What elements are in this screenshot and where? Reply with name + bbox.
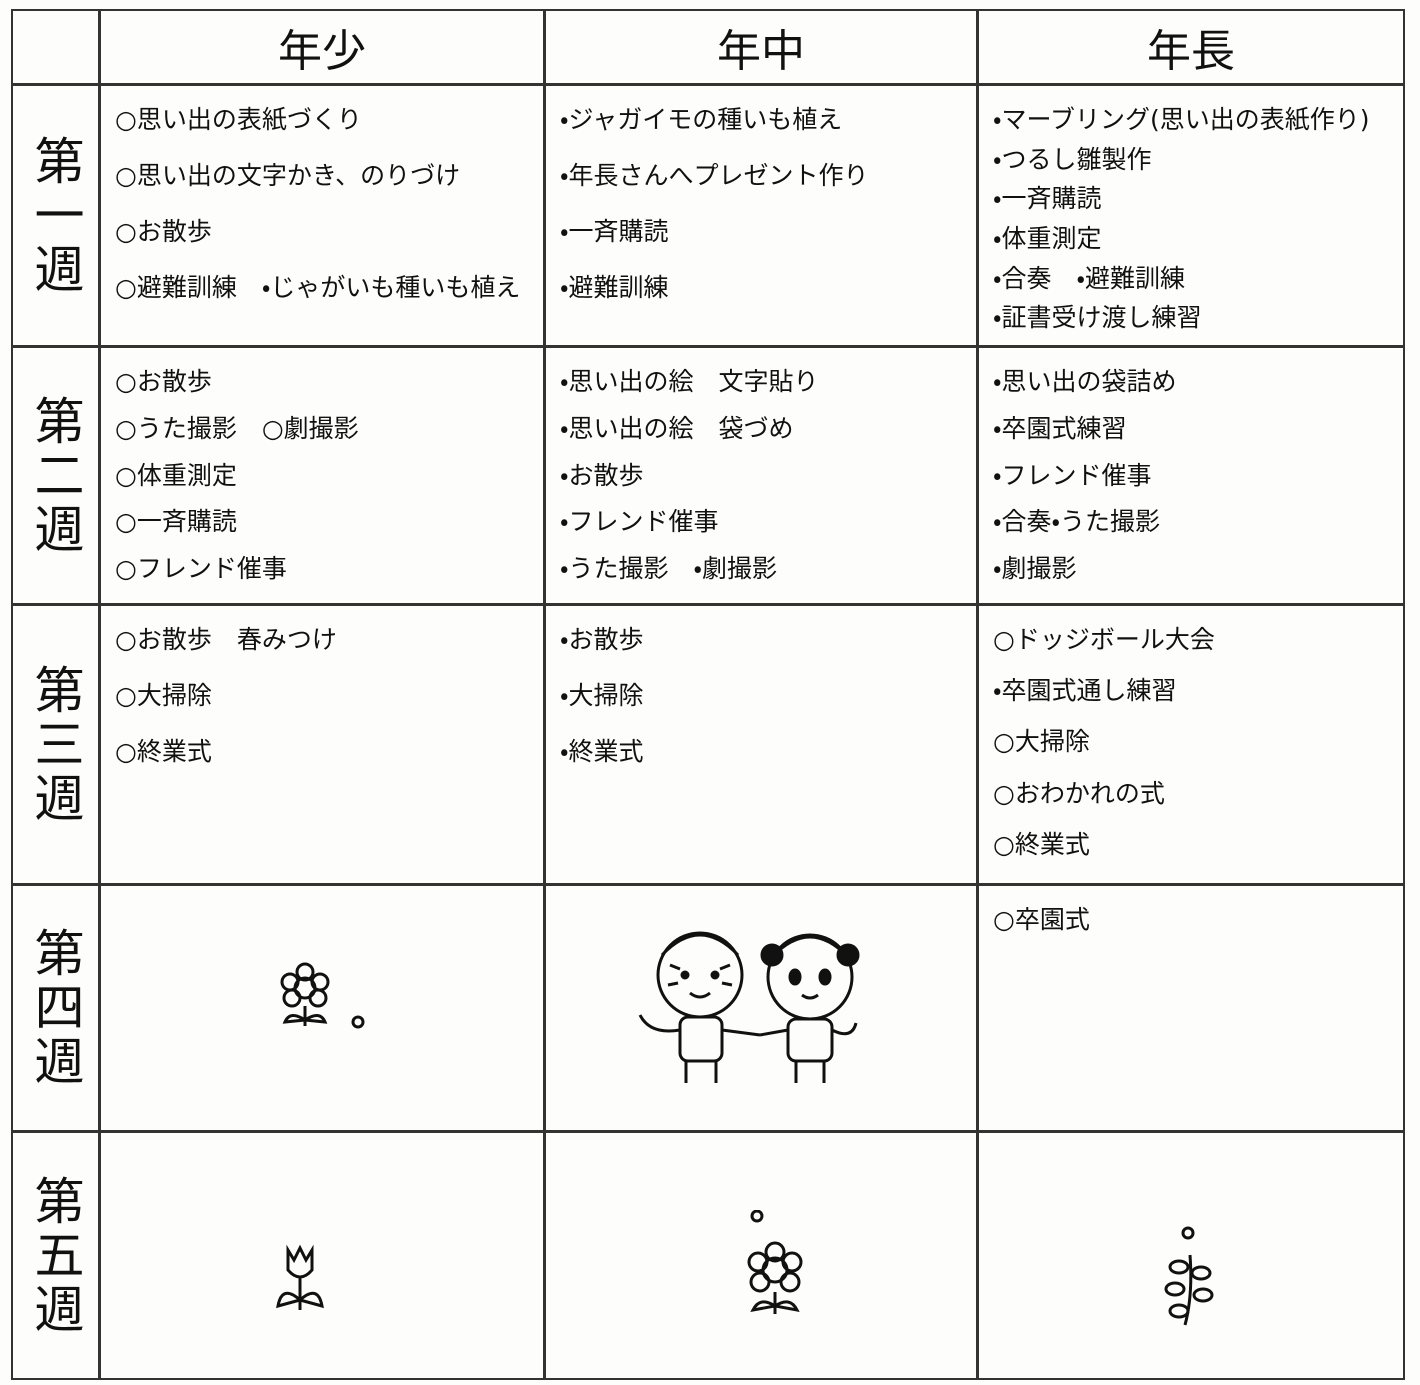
- column-header-text: 年中: [717, 26, 805, 77]
- activity-item: ・証書受け渡し練習: [993, 303, 1202, 333]
- activity-item: ・卒園式通し練習: [993, 676, 1177, 706]
- activity-item: ・合奏・うた撮影: [993, 507, 1161, 537]
- activity-item: ・終業式: [560, 737, 644, 766]
- activity-item: ○うた撮影 ○劇撮影: [115, 413, 359, 443]
- activity-item: ・卒園式練習: [993, 413, 1127, 443]
- activity-item: ○フレンド催事: [115, 554, 287, 584]
- column-header-text: 年少: [278, 26, 366, 77]
- activity-item: ○大掃除: [115, 681, 212, 710]
- activity-item: ・お散歩: [560, 625, 644, 654]
- column-header: 年長: [977, 9, 1405, 85]
- activity-item: ○卒園式: [993, 905, 1090, 934]
- schedule-cell: ・思い出の袋詰め ・卒園式練習 ・フレンド催事 ・合奏・うた撮影 ・劇撮影: [977, 346, 1405, 605]
- row-label: 第二週: [11, 346, 100, 605]
- activity-item: ・フレンド催事: [560, 507, 719, 537]
- column-header: 年少: [99, 9, 545, 85]
- activity-item: ○ドッジボール大会: [993, 625, 1215, 654]
- schedule-cell: ○ドッジボール大会 ・卒園式通し練習 ○大掃除 ○おわかれの式 ○終業式: [977, 604, 1405, 885]
- row-label-text: 第二週: [26, 394, 85, 557]
- corner-cell: [11, 9, 100, 85]
- schedule-cell: ・ジャガイモの種いも植え ・年長さんへプレゼント作り ・一斉購読・避難訓練: [544, 84, 978, 347]
- schedule-cell: [977, 1131, 1405, 1380]
- activity-item: ○一斉購読: [115, 507, 237, 537]
- row-label-text: 第三週: [26, 663, 85, 826]
- activity-item: ○おわかれの式: [993, 778, 1165, 808]
- activity-item: ○お散歩: [115, 367, 212, 396]
- row-label-text: 第五週: [26, 1174, 85, 1337]
- activity-item: ・避難訓練: [560, 273, 669, 302]
- schedule-cell: ○思い出の表紙づくり ○思い出の文字かき、のりづけ ○お散歩 ○避難訓練 ・じゃがいも…: [99, 84, 545, 347]
- schedule-cell: ○お散歩 春みつけ ○大掃除 ○終業式: [99, 604, 545, 885]
- activity-item: ○避難訓練 ・じゃがいも種いも植え: [115, 273, 521, 302]
- activity-item: ・思い出の袋詰め: [993, 367, 1177, 396]
- activity-item: ・うた撮影 ・劇撮影: [560, 554, 778, 584]
- schedule-cell: ・お散歩・大掃除・終業式: [544, 604, 978, 885]
- row-label: 第五週: [11, 1131, 100, 1380]
- tulip-icon: [276, 1244, 324, 1310]
- activity-item: ○お散歩: [115, 217, 212, 246]
- row-label-text: 第四週: [26, 927, 85, 1089]
- activity-item: ・思い出の絵 文字貼り: [560, 367, 819, 396]
- column-header-text: 年長: [1147, 26, 1235, 77]
- activity-item: ○お散歩 春みつけ: [115, 625, 337, 654]
- flower-icon: [280, 962, 365, 1029]
- activity-item: ○思い出の文字かき、のりづけ: [115, 161, 461, 190]
- activity-item: ○終業式: [993, 829, 1090, 859]
- row-label: 第一週: [11, 84, 100, 347]
- activity-item: ○大掃除: [993, 727, 1090, 757]
- activity-item: ○体重測定: [115, 460, 237, 490]
- activity-item: ・年長さんへプレゼント作り: [560, 161, 869, 190]
- activity-item: ・思い出の絵 袋づめ: [560, 413, 794, 443]
- activity-item: ・一斉購読: [560, 217, 669, 246]
- schedule-cell: ・マーブリング(思い出の表紙作り) ・つるし雛製作 ・一斉購読・体重測定・合奏 ・避…: [977, 84, 1405, 347]
- activity-item: ・マーブリング(思い出の表紙作り): [993, 105, 1370, 134]
- tiger-and-panda-illustration: [638, 931, 860, 1083]
- row-label: 第三週: [11, 604, 100, 885]
- sprout-icon: [1164, 1226, 1214, 1326]
- activity-item: ・つるし雛製作: [993, 144, 1152, 174]
- flower-icon: [747, 1210, 803, 1314]
- schedule-cell: ・思い出の絵 文字貼り ・思い出の絵 袋づめ ・お散歩・フレンド催事・うた撮影 ・劇…: [544, 346, 978, 605]
- schedule-cell: ○卒園式: [977, 884, 1405, 1132]
- activity-item: ・体重測定: [993, 224, 1102, 253]
- activity-item: ・一斉購読: [993, 184, 1102, 214]
- activity-item: ・大掃除: [560, 681, 644, 710]
- activity-item: ・劇撮影: [993, 554, 1077, 584]
- column-header: 年中: [544, 9, 978, 85]
- row-label-text: 第一週: [26, 134, 85, 297]
- activity-item: ○終業式: [115, 737, 212, 766]
- activity-item: ・お散歩: [560, 460, 644, 490]
- schedule-cell: ○お散歩 ○うた撮影 ○劇撮影 ○体重測定 ○一斉購読 ○フレンド催事: [99, 346, 545, 605]
- activity-item: ・フレンド催事: [993, 460, 1152, 490]
- activity-item: ○思い出の表紙づくり: [115, 105, 362, 134]
- row-label: 第四週: [11, 884, 100, 1132]
- activity-item: ・合奏 ・避難訓練: [993, 263, 1186, 293]
- activity-item: ・ジャガイモの種いも植え: [560, 105, 843, 134]
